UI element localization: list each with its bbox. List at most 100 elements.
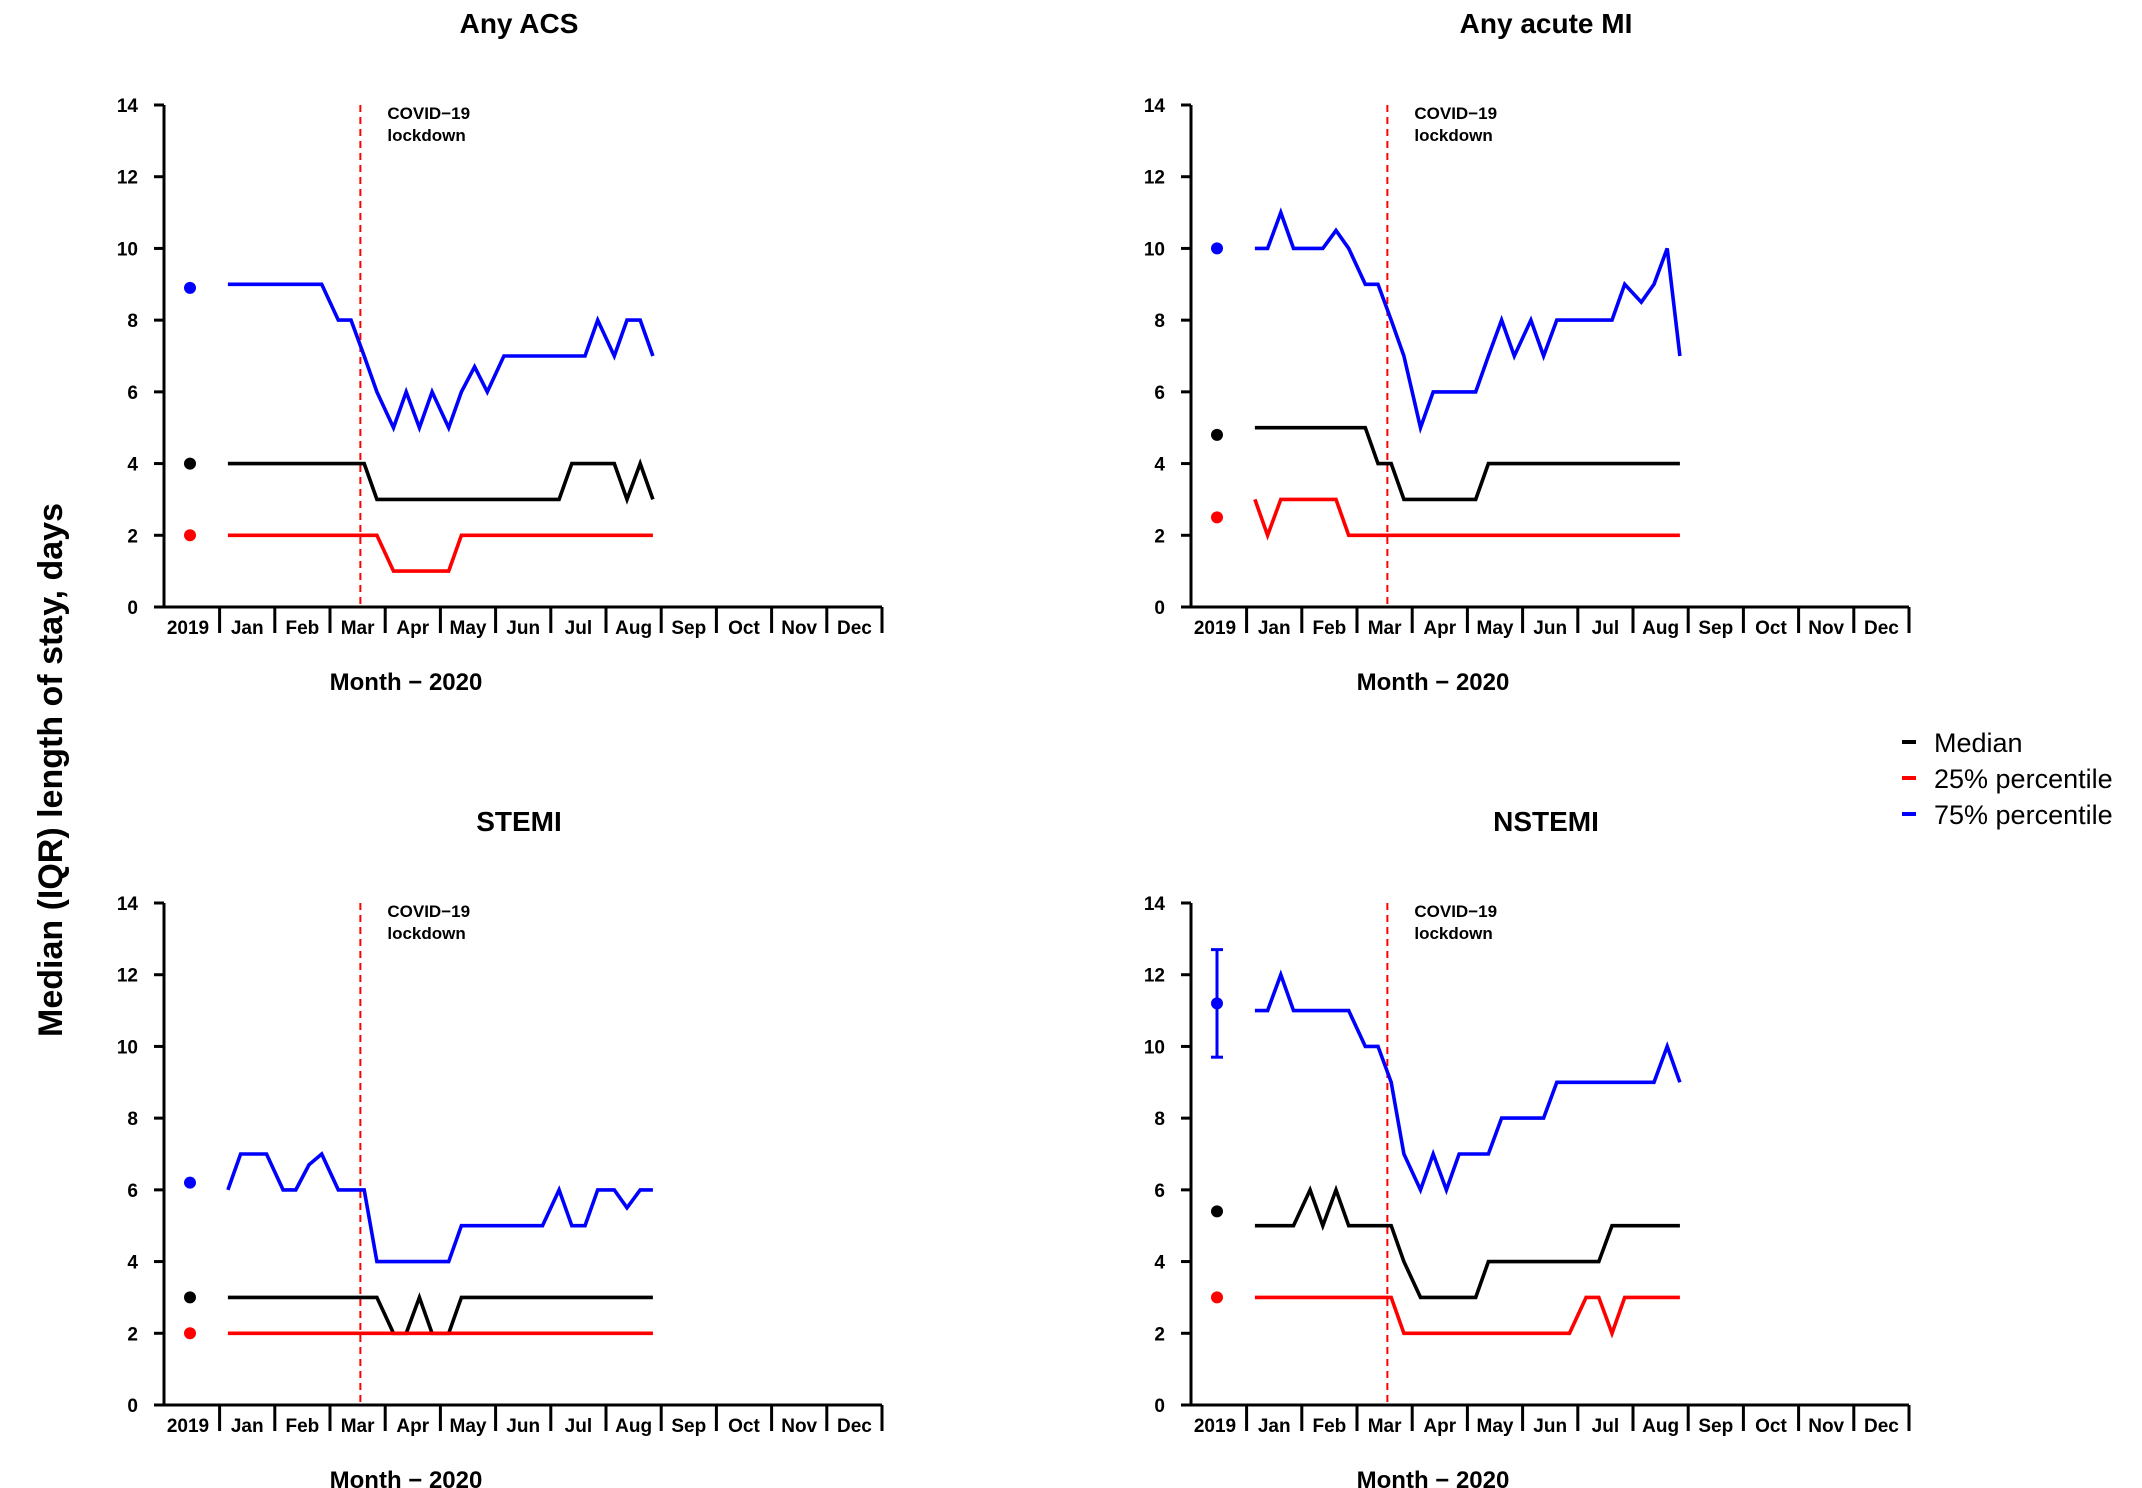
x-tick-label: Nov <box>781 618 817 639</box>
panel-stemi: STEMI 0 2 4 6 8 10 12 14 2019 Jan Feb Mar Apr May Jun Ju… <box>117 806 884 1488</box>
x-tick-label: Feb <box>1313 1416 1347 1437</box>
x-tick-label: Apr <box>1423 1416 1456 1437</box>
x-tick-label: Sep <box>1698 618 1733 639</box>
baseline-point-median <box>184 1291 196 1304</box>
series-line-25-percentile <box>1254 1295 1680 1339</box>
y-tick-label: 0 <box>1154 598 1165 619</box>
x-tick-label: Feb <box>286 618 320 639</box>
y-tick-label: 2 <box>1154 1324 1165 1345</box>
baseline-point-median <box>184 457 196 470</box>
y-tick-label: 8 <box>1154 1109 1165 1130</box>
legend: Median 25% percentile 75% percentile <box>1902 728 2113 830</box>
y-tick-label: 4 <box>127 455 138 476</box>
y-tick-label: 0 <box>1154 1396 1165 1417</box>
panel-title: Any ACS <box>460 8 579 39</box>
x-axis-label: Month − 2020 <box>330 1467 483 1488</box>
x-tick-label: Aug <box>615 1416 652 1437</box>
baseline-point-p25 <box>184 529 196 542</box>
x-tick-label: May <box>1477 1416 1514 1437</box>
y-tick-label: 6 <box>127 383 138 404</box>
y-tick-label: 2 <box>1154 526 1165 547</box>
panel-title: Any acute MI <box>1460 8 1633 39</box>
y-tick-label: 14 <box>1144 96 1166 117</box>
x-tick-label: Apr <box>396 618 429 639</box>
baseline-point-p25 <box>1211 1291 1223 1304</box>
x-tick-label: Apr <box>1423 618 1456 639</box>
x-tick-label: 2019 <box>1194 1416 1236 1437</box>
lockdown-annotation: COVID−19 lockdown <box>1414 902 1497 943</box>
x-tick-label: Jul <box>565 618 592 639</box>
x-tick-label: Aug <box>1642 1416 1679 1437</box>
lockdown-annotation: COVID−19 lockdown <box>387 104 470 145</box>
x-tick-label: Mar <box>341 618 375 639</box>
x-tick-label: May <box>1477 618 1514 639</box>
panel-any-acs: Any ACS 0 2 4 6 8 10 12 14 2019 Jan Feb Mar Apr May Jun… <box>117 8 884 696</box>
y-tick-label: 8 <box>127 1109 138 1130</box>
baseline-point-p25 <box>184 1327 196 1340</box>
figure-y-axis-label: Median (IQR) length of stay, days <box>32 503 70 1037</box>
series-line-median <box>227 1292 653 1336</box>
series-line-median <box>227 458 655 505</box>
y-tick-label: 8 <box>1154 311 1165 332</box>
x-tick-label: Jan <box>1258 1416 1291 1437</box>
y-tick-label: 14 <box>117 894 139 915</box>
lockdown-annotation: COVID−19 lockdown <box>1414 104 1497 145</box>
x-tick-label: May <box>450 618 487 639</box>
x-tick-label: Jul <box>1592 1416 1619 1437</box>
series-line-75-percentile <box>1254 969 1682 1196</box>
x-tick-label: Sep <box>671 1416 706 1437</box>
x-tick-label: Mar <box>1368 1416 1402 1437</box>
y-tick-label: 12 <box>1144 966 1165 987</box>
x-tick-label: Dec <box>1864 1416 1899 1437</box>
y-tick-label: 12 <box>117 168 138 189</box>
lockdown-annotation: COVID−19 lockdown <box>387 902 470 943</box>
x-tick-label: Jun <box>506 1416 540 1437</box>
y-tick-label: 10 <box>117 239 138 260</box>
x-tick-label: May <box>450 1416 487 1437</box>
y-tick-label: 4 <box>1154 1253 1165 1274</box>
panel-nstemi: NSTEMI 0 2 4 6 8 10 12 14 2019 Jan Feb Mar Apr May Jun J… <box>1144 806 1911 1488</box>
panel-title: NSTEMI <box>1493 806 1599 837</box>
y-tick-label: 4 <box>127 1253 138 1274</box>
y-tick-label: 10 <box>1144 239 1165 260</box>
x-tick-label: Nov <box>781 1416 817 1437</box>
x-tick-label: Jun <box>506 618 540 639</box>
x-tick-label: Aug <box>615 618 652 639</box>
x-tick-label: Dec <box>837 618 872 639</box>
y-tick-label: 10 <box>1144 1037 1165 1058</box>
x-tick-label: Oct <box>728 618 760 639</box>
baseline-point-p75 <box>1211 997 1223 1010</box>
baseline-point-p75 <box>184 281 196 294</box>
x-tick-label: Feb <box>286 1416 320 1437</box>
x-tick-label: Jun <box>1533 1416 1567 1437</box>
y-tick-label: 6 <box>127 1181 138 1202</box>
panel-any-acute-mi: Any acute MI 0 2 4 6 8 10 12 14 2019 Jan Feb Mar Apr M… <box>1144 8 1911 696</box>
legend-label-median: Median <box>1934 728 2023 758</box>
x-tick-label: Aug <box>1642 618 1679 639</box>
y-tick-label: 6 <box>1154 383 1165 404</box>
baseline-point-median <box>1211 1205 1223 1218</box>
x-tick-label: Nov <box>1808 1416 1844 1437</box>
y-tick-label: 0 <box>127 1396 138 1417</box>
y-tick-label: 2 <box>127 1324 138 1345</box>
x-tick-label: 2019 <box>1194 618 1236 639</box>
x-tick-label: Jun <box>1533 618 1567 639</box>
series-line-median <box>1254 1184 1680 1300</box>
x-tick-label: Feb <box>1313 618 1347 639</box>
y-tick-label: 2 <box>127 526 138 547</box>
y-tick-label: 10 <box>117 1037 138 1058</box>
baseline-point-p75 <box>1211 242 1223 255</box>
legend-label-75-percentile: 75% percentile <box>1934 800 2113 830</box>
x-tick-label: Sep <box>671 618 706 639</box>
y-tick-label: 6 <box>1154 1181 1165 1202</box>
x-tick-label: 2019 <box>167 1416 209 1437</box>
x-tick-label: Jan <box>231 618 264 639</box>
y-tick-label: 0 <box>127 598 138 619</box>
series-line-median <box>1254 425 1680 502</box>
series-line-75-percentile <box>1254 207 1682 435</box>
x-axis-label: Month − 2020 <box>330 669 483 696</box>
x-tick-label: 2019 <box>167 618 209 639</box>
x-axis-label: Month − 2020 <box>1357 669 1510 696</box>
x-tick-label: Apr <box>396 1416 429 1437</box>
